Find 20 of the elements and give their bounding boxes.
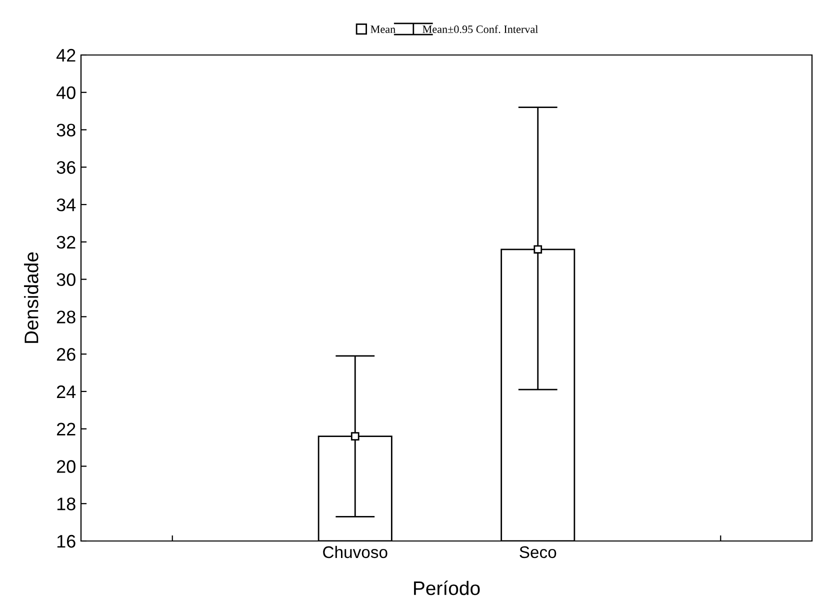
- legend-label: Mean±0.95 Conf. Interval: [422, 25, 538, 34]
- y-axis-title: Densidade: [24, 252, 38, 343]
- y-tick-label: 32: [56, 236, 76, 249]
- y-tick-label: 26: [56, 348, 76, 361]
- x-tick-label: Chuvoso: [323, 546, 388, 558]
- legend-label: Mean: [370, 26, 396, 34]
- y-tick-label: 38: [56, 124, 76, 136]
- y-tick-label: 24: [56, 385, 76, 398]
- x-tick-label: Seco: [520, 546, 556, 558]
- y-tick-label: 28: [56, 310, 76, 324]
- y-tick-label: 20: [56, 460, 76, 473]
- y-tick-label: 42: [56, 48, 76, 62]
- y-tick-label: 16: [57, 534, 76, 548]
- y-tick-label: 36: [56, 161, 76, 174]
- x-axis-title: Período: [414, 580, 480, 596]
- y-tick-label: 30: [56, 273, 76, 286]
- y-tick-label: 18: [57, 498, 76, 510]
- y-tick-label: 40: [56, 86, 76, 100]
- y-tick-label: 34: [56, 198, 76, 212]
- y-tick-label: 22: [56, 422, 76, 436]
